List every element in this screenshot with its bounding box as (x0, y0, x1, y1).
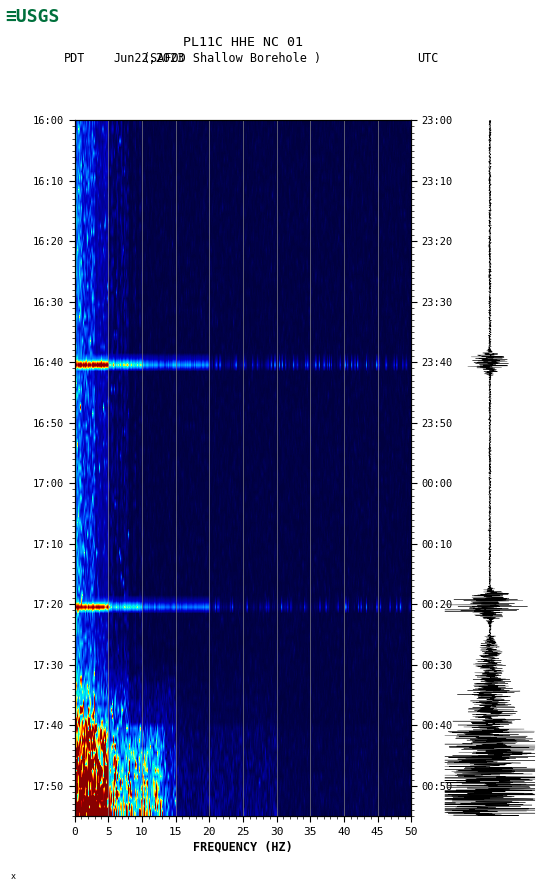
Text: (SAFOD Shallow Borehole ): (SAFOD Shallow Borehole ) (143, 52, 321, 65)
Text: x: x (11, 872, 16, 881)
Text: PL11C HHE NC 01: PL11C HHE NC 01 (183, 36, 303, 49)
X-axis label: FREQUENCY (HZ): FREQUENCY (HZ) (193, 841, 293, 854)
Text: ≡USGS: ≡USGS (6, 7, 60, 26)
Text: Jun22,2023: Jun22,2023 (113, 52, 184, 65)
Text: PDT: PDT (63, 52, 85, 65)
Text: UTC: UTC (417, 52, 438, 65)
